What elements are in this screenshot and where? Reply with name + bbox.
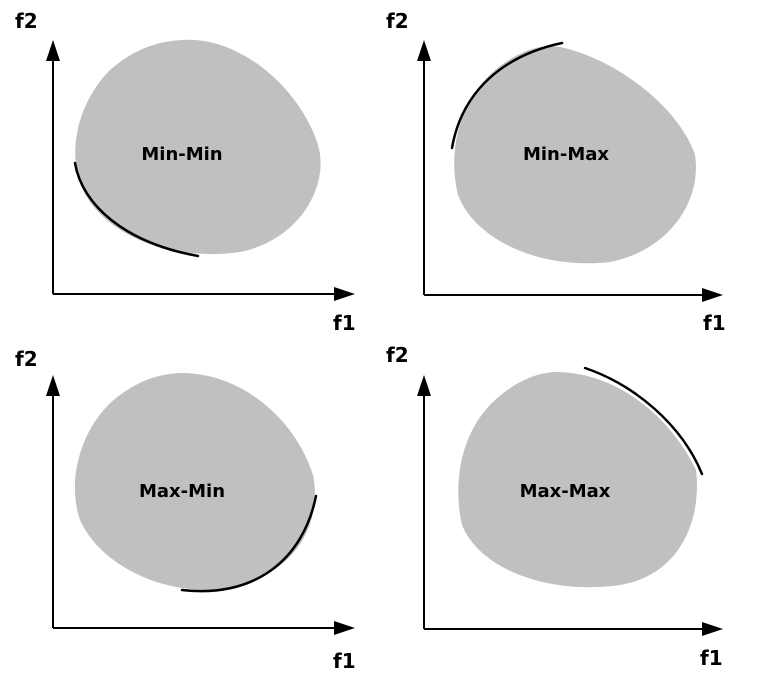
panel-min-max: f2 f1 Min-Max: [386, 9, 726, 335]
y-axis-label: f2: [386, 343, 409, 367]
feasible-region: [75, 39, 321, 255]
x-axis-label: f1: [333, 649, 356, 673]
pareto-front-curve: [73, 161, 200, 258]
region-label: Max-Max: [520, 481, 611, 502]
pareto-front-curve: [583, 366, 704, 476]
region-label: Min-Min: [141, 144, 222, 165]
x-axis-label: f1: [700, 646, 723, 670]
feasible-region: [454, 46, 696, 264]
y-axis-label: f2: [15, 347, 38, 371]
region-label: Max-Min: [139, 481, 225, 502]
x-axis-label: f1: [703, 311, 726, 335]
panel-max-min: f2 f1 Max-Min: [15, 347, 356, 673]
x-axis-arrowhead: [334, 287, 355, 301]
x-axis-label: f1: [333, 311, 356, 335]
y-axis-arrowhead: [46, 40, 60, 61]
y-axis-arrowhead: [417, 375, 431, 396]
y-axis-arrowhead: [46, 375, 60, 396]
region-label: Min-Max: [523, 144, 609, 165]
panel-min-min: f2 f1 Min-Min: [15, 9, 356, 335]
y-axis-label: f2: [15, 9, 38, 33]
x-axis-arrowhead: [702, 288, 723, 302]
pareto-front-curve: [180, 494, 318, 593]
x-axis-arrowhead: [334, 621, 355, 635]
panel-max-max: f2 f1 Max-Max: [386, 343, 723, 670]
y-axis-arrowhead: [417, 40, 431, 61]
y-axis-label: f2: [386, 9, 409, 33]
pareto-front-curve: [450, 41, 564, 150]
x-axis-arrowhead: [702, 622, 723, 636]
feasible-region: [458, 372, 697, 588]
feasible-region: [74, 372, 315, 590]
